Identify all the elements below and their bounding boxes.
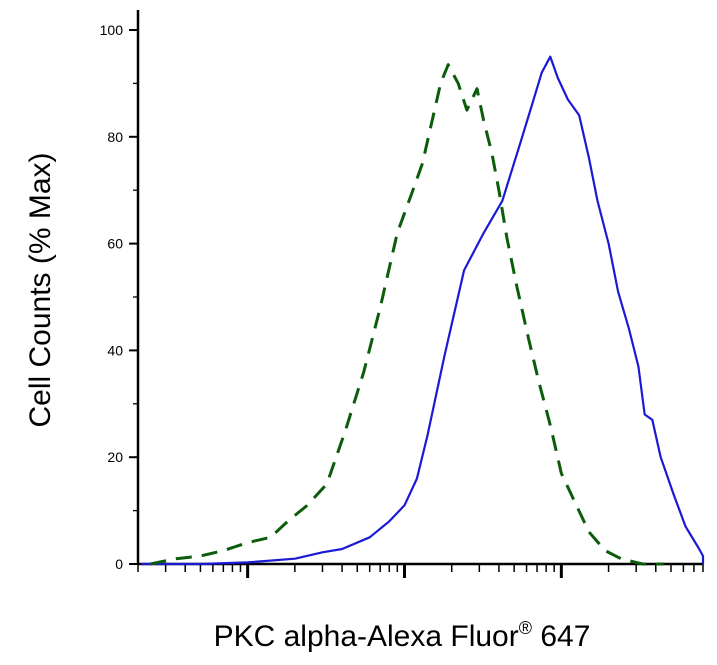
y-axis-label: Cell Counts (% Max) — [24, 152, 57, 427]
x-axis-label-suffix: 647 — [532, 620, 590, 653]
y-tick-label: 100 — [100, 22, 124, 38]
y-tick-label: 20 — [107, 449, 123, 465]
series-layer — [141, 55, 705, 566]
y-tick-label: 60 — [107, 236, 123, 252]
series-dashed-line — [150, 63, 664, 566]
x-axis-label-main: PKC alpha-Alexa Fluor — [214, 620, 519, 653]
y-axis: 0 20 40 60 80 100 — [100, 10, 140, 572]
x-axis-label-superscript: ® — [519, 618, 532, 638]
x-axis — [137, 562, 704, 578]
series-solid-line — [141, 55, 705, 566]
y-tick-label: 0 — [115, 556, 123, 572]
x-axis-label: PKC alpha-Alexa Fluor® 647 — [214, 618, 591, 653]
y-tick-label: 40 — [107, 342, 123, 358]
y-tick-label: 80 — [107, 129, 123, 145]
